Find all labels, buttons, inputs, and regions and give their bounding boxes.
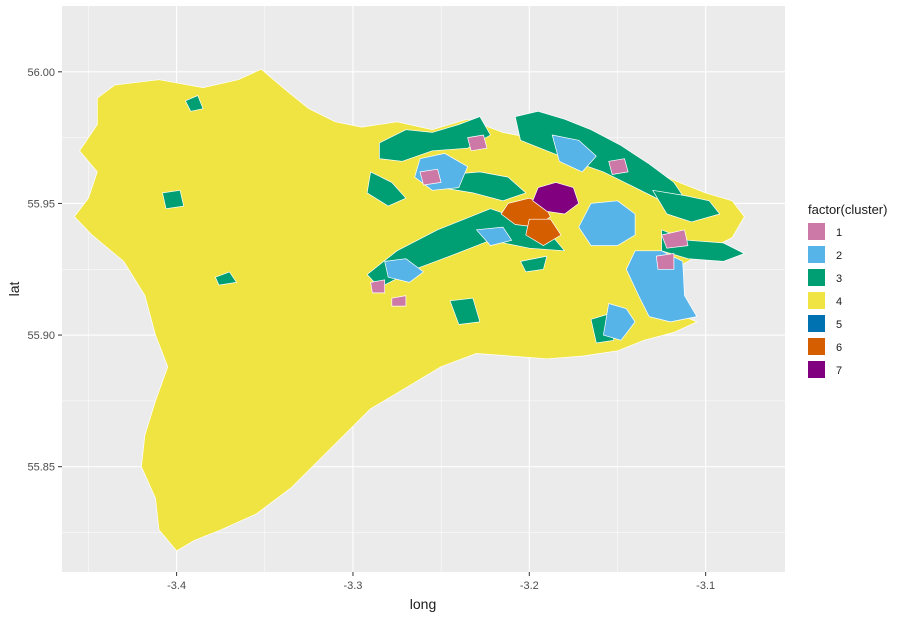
legend-label-3: 3 (836, 273, 842, 285)
region-cluster-2 (551, 134, 597, 173)
legend-label-1: 1 (836, 227, 842, 239)
x-axis-title: long (410, 596, 436, 612)
x-tick-label: -3.1 (696, 580, 715, 592)
region-cluster-3 (449, 297, 481, 325)
x-tick-label: -3.2 (520, 580, 539, 592)
region-cluster-3 (379, 116, 491, 162)
region-cluster-3 (215, 271, 237, 286)
legend-key-5 (808, 315, 825, 332)
region-cluster-3 (162, 189, 185, 210)
legend-key-4 (808, 292, 825, 309)
legend-label-5: 5 (836, 319, 842, 331)
y-tick-label: 55.95 (27, 198, 55, 210)
legend-title: factor(cluster) (808, 202, 887, 217)
region-cluster-1 (661, 229, 689, 249)
x-axis-ticks: -3.4 -3.3 -3.2 -3.1 (167, 572, 715, 592)
region-cluster-3 (661, 229, 745, 262)
y-tick-label: 56.00 (27, 67, 55, 79)
legend-key-1 (808, 223, 825, 240)
region-cluster-3 (185, 95, 204, 112)
region-cluster-3 (366, 171, 407, 207)
legend-label-4: 4 (836, 296, 842, 308)
region-cluster-2 (578, 200, 636, 246)
region-cluster-1 (391, 295, 407, 307)
region-cluster-1 (608, 158, 629, 175)
region-cluster-1 (467, 134, 488, 152)
legend-items: 1 2 3 4 5 6 7 (808, 223, 842, 378)
legend-key-2 (808, 246, 825, 263)
map-regions (73, 68, 745, 552)
y-tick-label: 55.90 (27, 330, 55, 342)
x-tick-label: -3.4 (167, 580, 186, 592)
region-cluster-2 (476, 226, 513, 246)
y-axis-ticks: 55.85 55.90 55.95 56.00 (27, 67, 62, 474)
legend-label-6: 6 (836, 342, 842, 354)
region-cluster-1 (419, 168, 442, 186)
legend-label-2: 2 (836, 250, 842, 262)
region-cluster-3 (520, 255, 548, 273)
region-cluster-3 (652, 189, 721, 223)
region-cluster-2 (603, 303, 636, 341)
y-axis-title: lat (6, 282, 22, 297)
region-cluster-6 (525, 218, 562, 246)
region-cluster-1 (370, 279, 386, 294)
region-cluster-1 (655, 253, 675, 270)
legend-key-3 (808, 269, 825, 286)
legend: factor(cluster) 1 2 3 4 5 6 7 (808, 202, 887, 378)
y-tick-label: 55.85 (27, 462, 55, 474)
legend-key-6 (808, 338, 825, 355)
x-tick-label: -3.3 (343, 580, 362, 592)
region-cluster-4 (73, 68, 745, 552)
legend-key-7 (808, 361, 825, 378)
legend-label-7: 7 (836, 365, 842, 377)
region-cluster-7 (532, 182, 580, 215)
region-cluster-2 (384, 258, 424, 283)
